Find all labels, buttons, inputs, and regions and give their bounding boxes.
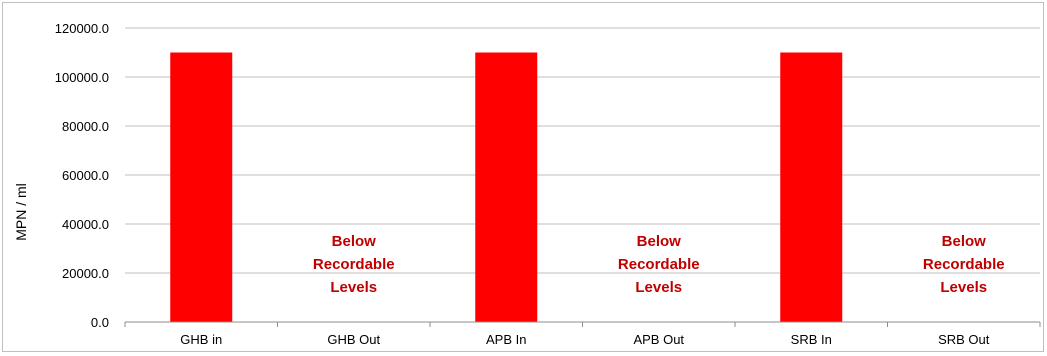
annotation-line: Recordable bbox=[313, 256, 395, 273]
annotation-line: Below bbox=[942, 233, 987, 250]
bar bbox=[170, 52, 233, 322]
annotations: Below Recordable Levels Below Recordable Leve… bbox=[313, 233, 1005, 296]
bars bbox=[170, 52, 843, 322]
annotation-line: Below bbox=[637, 233, 682, 250]
x-tick-labels: GHB in GHB Out APB In APB Out SRB In SRB Out bbox=[180, 332, 989, 347]
x-tick-label: APB In bbox=[486, 332, 526, 347]
annotation-line: Levels bbox=[940, 279, 987, 296]
y-tick-label: 60000.0 bbox=[62, 168, 109, 183]
y-axis-label: MPN / ml bbox=[13, 183, 29, 241]
x-tick-label: SRB Out bbox=[938, 332, 990, 347]
axes bbox=[124, 321, 1041, 327]
annotation-below-recordable-levels: Below Recordable Levels bbox=[618, 233, 700, 296]
annotation-line: Levels bbox=[330, 279, 377, 296]
x-tick-label: GHB Out bbox=[327, 332, 380, 347]
y-tick-label: 20000.0 bbox=[62, 266, 109, 281]
y-tick-labels: 0.0 20000.0 40000.0 60000.0 80000.0 100000.0 1… bbox=[55, 21, 109, 330]
annotation-line: Recordable bbox=[618, 256, 700, 273]
annotation-line: Below bbox=[332, 233, 377, 250]
annotation-line: Levels bbox=[635, 279, 682, 296]
annotation-below-recordable-levels: Below Recordable Levels bbox=[313, 233, 395, 296]
gridlines bbox=[125, 27, 1040, 274]
y-tick-label: 100000.0 bbox=[55, 70, 109, 85]
y-tick-label: 80000.0 bbox=[62, 119, 109, 134]
annotation-line: Recordable bbox=[923, 256, 1005, 273]
y-tick-label: 120000.0 bbox=[55, 21, 109, 36]
y-tick-label: 40000.0 bbox=[62, 217, 109, 232]
bar bbox=[780, 52, 843, 322]
y-tick-label: 0.0 bbox=[91, 315, 109, 330]
x-tick-label: SRB In bbox=[791, 332, 832, 347]
x-tick-label: GHB in bbox=[180, 332, 222, 347]
annotation-below-recordable-levels: Below Recordable Levels bbox=[923, 233, 1005, 296]
x-tick-label: APB Out bbox=[633, 332, 684, 347]
bar bbox=[475, 52, 538, 322]
